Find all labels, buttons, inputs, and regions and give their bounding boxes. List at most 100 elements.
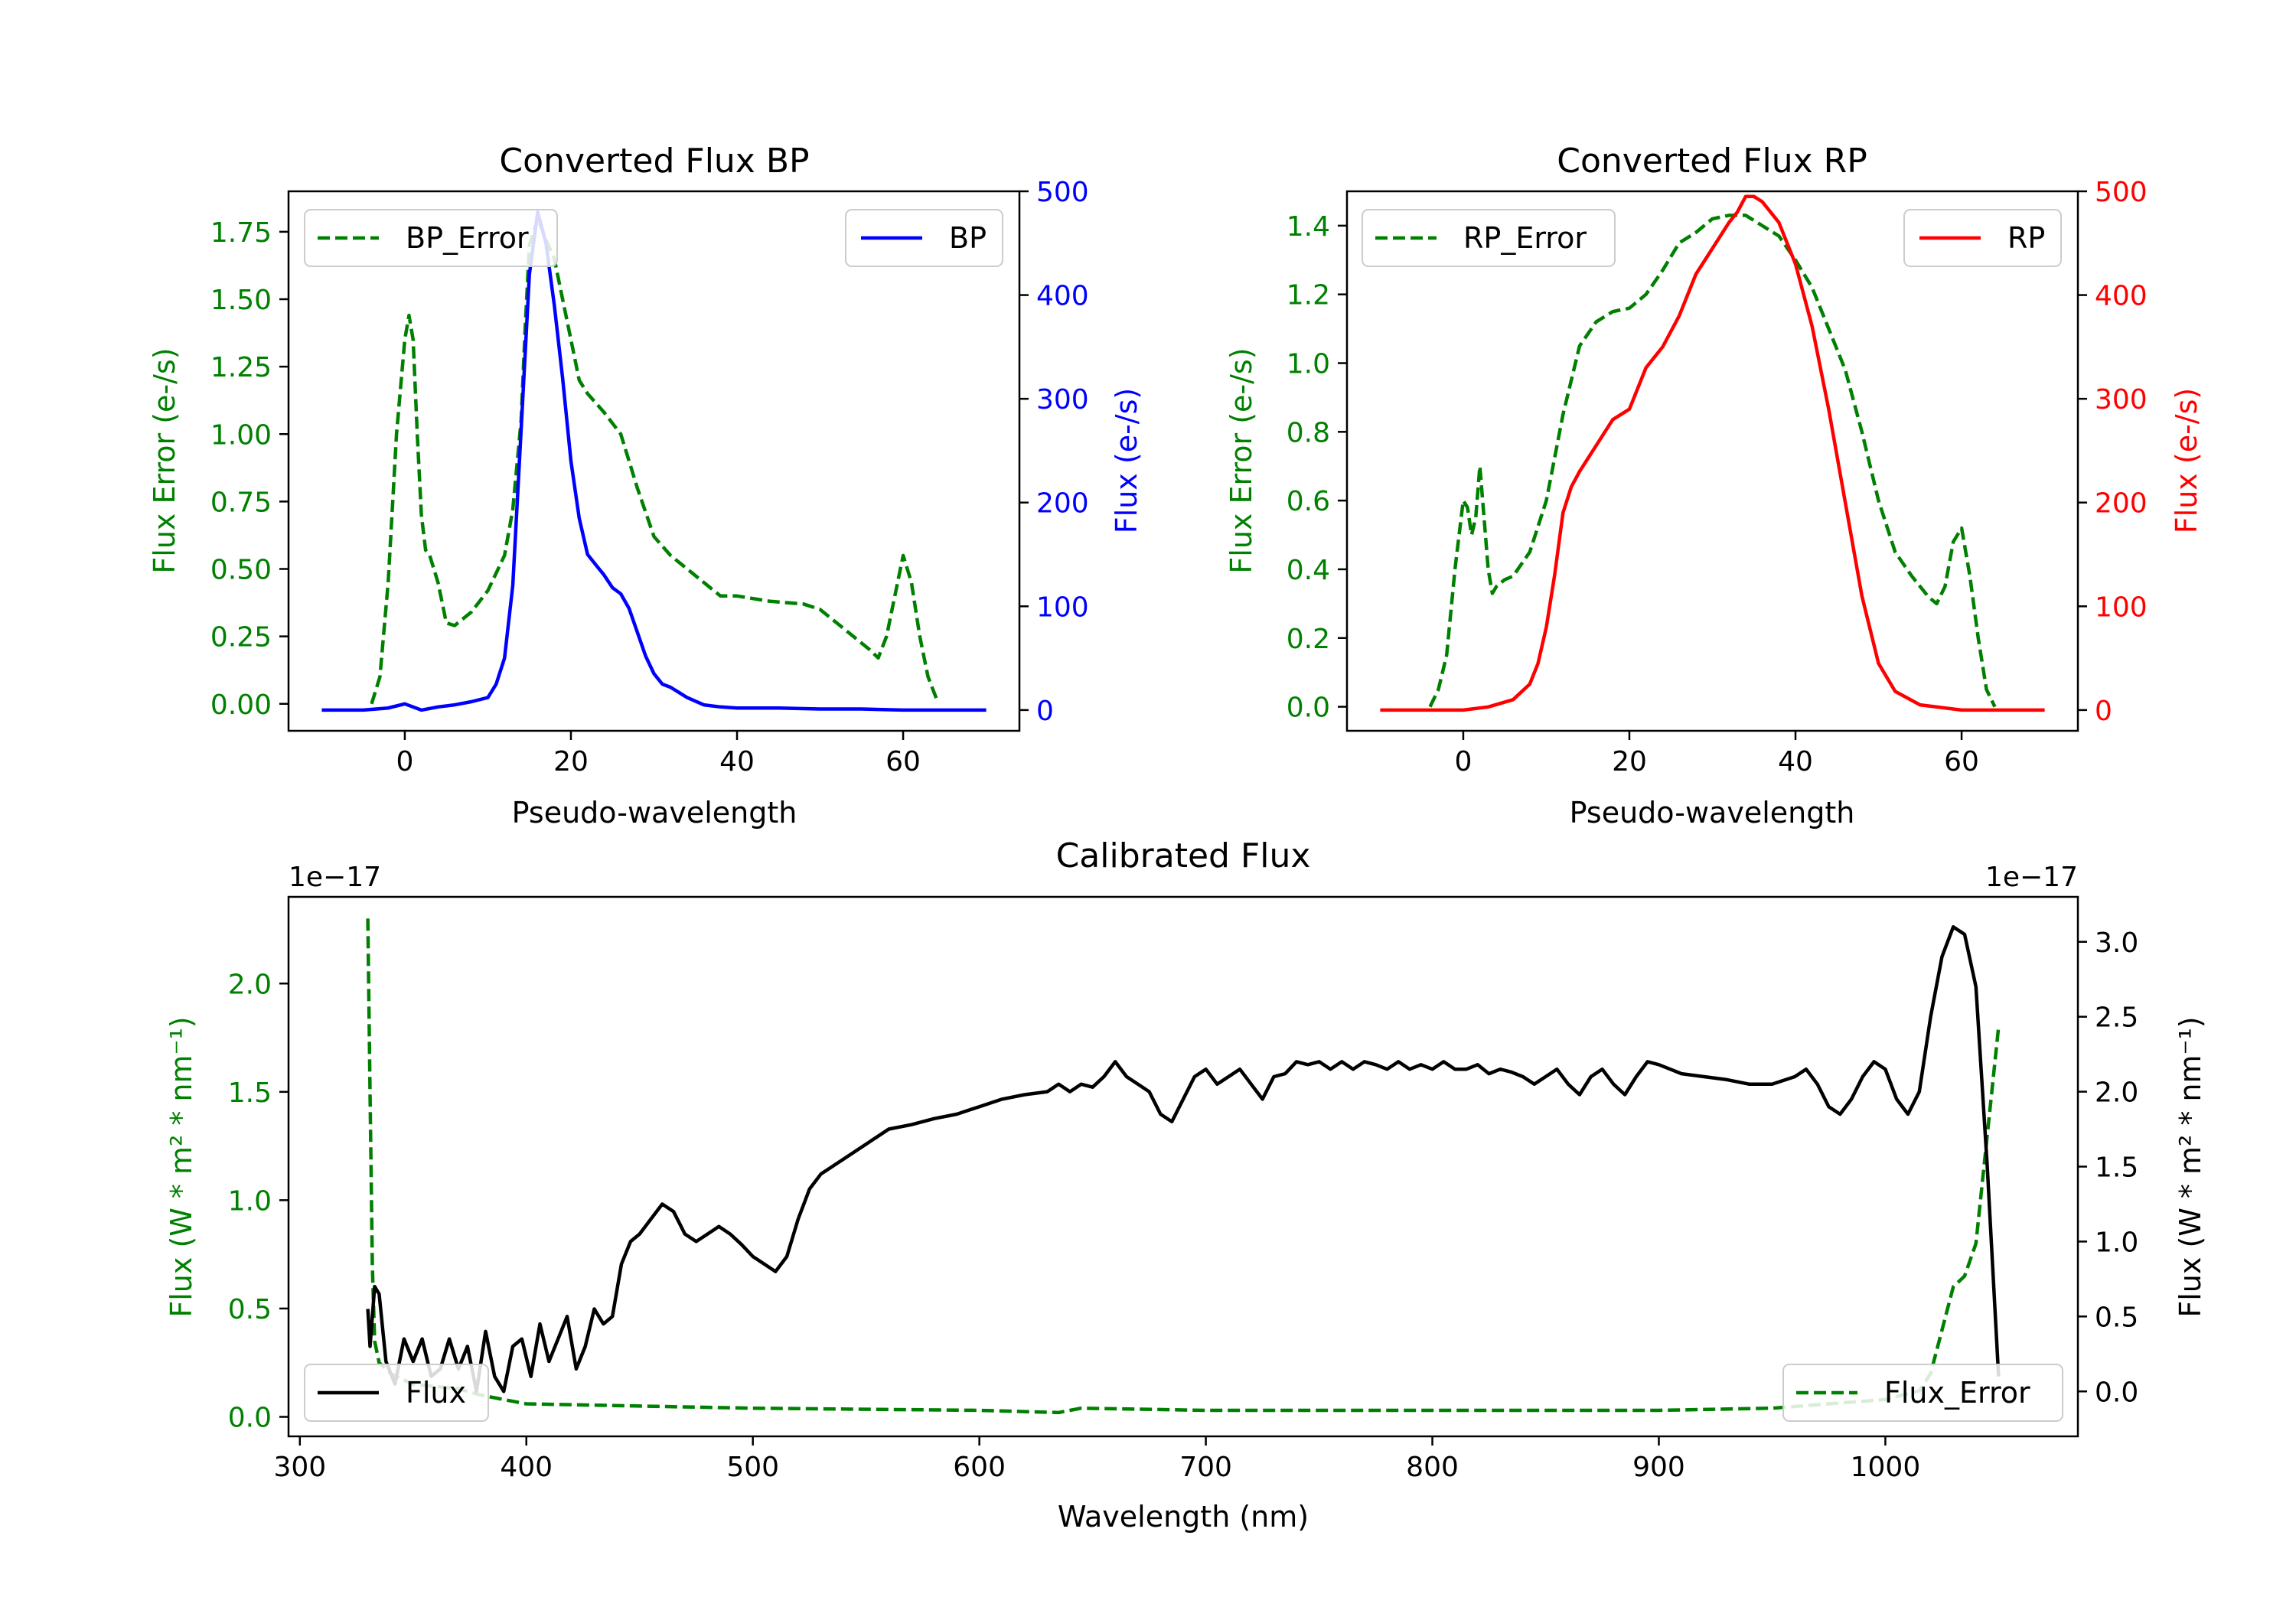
calibrated-ytick-right-label: 0.5 (2095, 1302, 2138, 1333)
calibrated-title: Calibrated Flux (1056, 836, 1311, 875)
rp-legend-flux: RP (1903, 209, 2062, 267)
calibrated-xtick-label: 500 (726, 1452, 779, 1483)
calibrated-ytick-right-label: 1.5 (2095, 1152, 2138, 1184)
bp-series-bp-error (370, 217, 938, 705)
calibrated-ytick-right-label: 2.0 (2095, 1077, 2138, 1109)
rp-ytick-right-label: 500 (2095, 177, 2148, 208)
calibrated-ytick-left-label: 0.5 (228, 1294, 272, 1325)
calibrated-legend-flux-box (304, 1364, 489, 1422)
calibrated-ticks: 300 400 500 600 700 800 900 1000 0.0 0.5 1.0 1.5 2.0… (228, 927, 2139, 1483)
rp-ytick-left-label: 0.2 (1287, 624, 1330, 655)
rp-ytick-left-label: 0.8 (1287, 417, 1330, 448)
bp-xtick-label: 60 (885, 746, 921, 777)
bp-ytick-right-label: 100 (1036, 592, 1089, 623)
bp-ylabel-right: Flux (e-/s) (1110, 388, 1143, 533)
calibrated-xtick-label: 1000 (1851, 1452, 1921, 1483)
rp-ylabel-right: Flux (e-/s) (2170, 388, 2203, 533)
bp-title: Converted Flux BP (499, 142, 809, 181)
calibrated-xtick-label: 400 (500, 1452, 553, 1483)
bp-ytick-left-label: 1.50 (210, 285, 272, 316)
bp-ytick-left-label: 1.25 (210, 352, 272, 383)
bp-ytick-left-label: 0.75 (210, 487, 272, 518)
rp-legend-flux-label: RP (2007, 221, 2045, 255)
rp-xtick-label: 40 (1778, 746, 1813, 777)
rp-ytick-left-label: 0.0 (1287, 693, 1330, 724)
calibrated-xtick-label: 300 (273, 1452, 326, 1483)
bp-legend-flux-label: BP (949, 221, 987, 255)
rp-title: Converted Flux RP (1557, 142, 1867, 181)
bp-legend-error: BP_Error (304, 209, 558, 267)
calibrated-legend-error: Flux_Error (1782, 1364, 2063, 1422)
bp-ytick-left-label: 0.00 (210, 689, 272, 721)
rp-xtick-label: 0 (1454, 746, 1472, 777)
rp-legend-error-box (1362, 209, 1616, 267)
rp-ytick-right-label: 100 (2095, 592, 2148, 623)
calibrated-ytick-right-label: 0.0 (2095, 1377, 2138, 1408)
calibrated-ytick-right-label: 3.0 (2095, 927, 2138, 959)
calibrated-ytick-left-label: 0.0 (228, 1403, 272, 1434)
bp-ytick-right-label: 300 (1036, 384, 1089, 416)
calibrated-xtick-label: 600 (953, 1452, 1006, 1483)
bp-ytick-left-label: 0.50 (210, 555, 272, 586)
rp-ytick-left-label: 1.2 (1287, 280, 1330, 311)
calibrated-ylabel-left: Flux (W * m² * nm⁻¹) (165, 1016, 198, 1317)
calibrated-ytick-right-label: 2.5 (2095, 1002, 2138, 1034)
bp-ytick-right-label: 400 (1036, 281, 1089, 312)
calibrated-ytick-right-label: 1.0 (2095, 1227, 2138, 1258)
rp-ytick-left-label: 0.4 (1287, 555, 1330, 586)
rp-ytick-left-label: 1.4 (1287, 211, 1330, 243)
bp-panel: Converted Flux BP 0 20 40 60 0.00 0.25 0.50 0.7… (148, 142, 1143, 830)
calibrated-offset-right: 1e−17 (1985, 862, 2078, 893)
calibrated-legend-error-box (1782, 1364, 2063, 1422)
rp-xlabel: Pseudo-wavelength (1570, 796, 1855, 830)
calibrated-xtick-label: 700 (1179, 1452, 1232, 1483)
bp-legend-error-box (304, 209, 558, 267)
bp-xtick-label: 0 (396, 746, 413, 777)
calibrated-xtick-label: 800 (1406, 1452, 1459, 1483)
bp-ytick-left-label: 0.25 (210, 622, 272, 654)
bp-ytick-left-label: 1.00 (210, 419, 272, 451)
bp-series-bp (321, 210, 987, 712)
calibrated-ytick-left-label: 1.0 (228, 1185, 272, 1217)
rp-legend-error: RP_Error (1362, 209, 1616, 267)
calibrated-ylabel-right: Flux (W * m² * nm⁻¹) (2174, 1016, 2207, 1317)
rp-series-rp (1380, 194, 2045, 712)
rp-legend-flux-box (1903, 209, 2062, 267)
calibrated-xtick-label: 900 (1632, 1452, 1685, 1483)
bp-xtick-label: 40 (719, 746, 755, 777)
calibrated-panel: Calibrated Flux 300 400 500 600 700 800 900 100… (165, 836, 2207, 1534)
bp-xlabel: Pseudo-wavelength (512, 796, 797, 830)
calibrated-series-flux (366, 924, 2001, 1393)
rp-marks (1380, 194, 2045, 712)
bp-legend-flux-box (845, 209, 1003, 267)
calibrated-offset-left: 1e−17 (289, 862, 381, 893)
bp-axes-frame (287, 190, 1021, 732)
calibrated-axes-frame (287, 895, 2079, 1438)
calibrated-legend-error-label: Flux_Error (1884, 1376, 2030, 1410)
rp-ticks: 0 20 40 60 0.0 0.2 0.4 0.6 0.8 1.0 1.2 1.4 0 100 200 30… (1287, 177, 2148, 777)
bp-legend-flux: BP (845, 209, 1003, 267)
rp-panel: Converted Flux RP 0 20 40 60 0.0 0.2 0.4 0.6 0.8… (1225, 142, 2203, 830)
rp-xtick-label: 20 (1612, 746, 1647, 777)
rp-ytick-left-label: 0.6 (1287, 486, 1330, 517)
bp-xtick-label: 20 (553, 746, 589, 777)
bp-ticks: 0 20 40 60 0.00 0.25 0.50 0.75 1.00 1.25 1.50 1.75 0… (210, 177, 1089, 777)
rp-axes-frame (1345, 190, 2079, 732)
calibrated-ytick-left-label: 2.0 (228, 969, 272, 1000)
rp-ytick-right-label: 400 (2095, 281, 2148, 312)
bp-ytick-left-label: 1.75 (210, 217, 272, 249)
calibrated-legend-flux: Flux (304, 1364, 489, 1422)
rp-ytick-right-label: 200 (2095, 488, 2148, 520)
calibrated-xlabel: Wavelength (nm) (1058, 1500, 1309, 1534)
calibrated-ytick-left-label: 1.5 (228, 1077, 272, 1109)
bp-marks (321, 210, 987, 712)
bp-ytick-right-label: 0 (1036, 696, 1054, 727)
rp-legend-error-label: RP_Error (1463, 221, 1587, 255)
rp-ytick-right-label: 0 (2095, 696, 2112, 727)
bp-ytick-right-label: 500 (1036, 177, 1089, 208)
bp-ylabel-left: Flux Error (e-/s) (148, 347, 181, 573)
rp-ylabel-left: Flux Error (e-/s) (1225, 347, 1258, 573)
bp-legend-error-label: BP_Error (406, 221, 529, 255)
rp-ytick-right-label: 300 (2095, 384, 2148, 416)
